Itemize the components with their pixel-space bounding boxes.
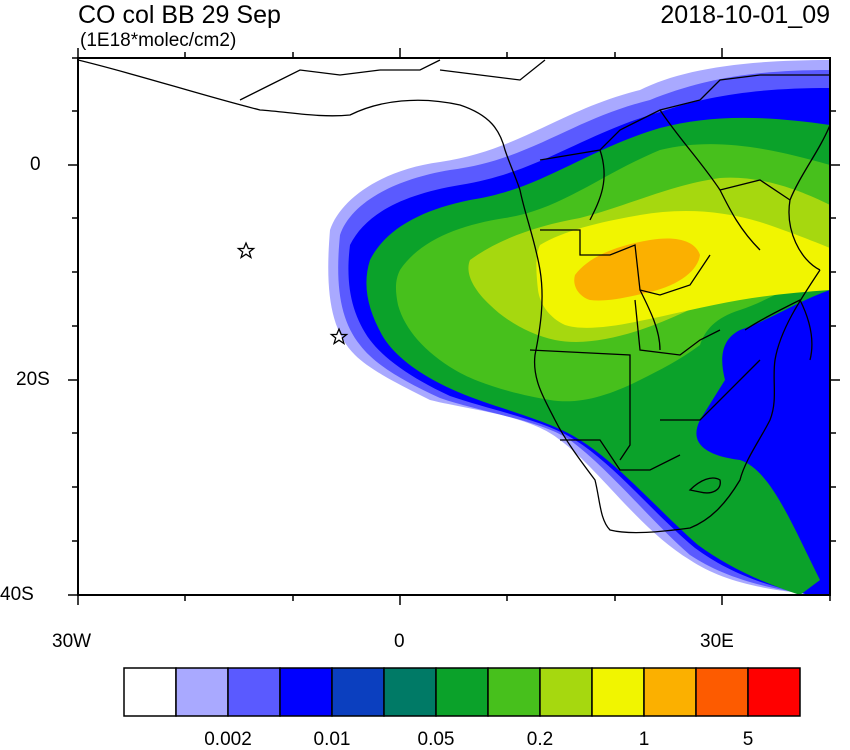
colorbar-tick-label: 5 xyxy=(742,729,754,750)
colorbar-tick-label: 1 xyxy=(638,729,650,750)
lon-label-0: 0 xyxy=(394,631,405,652)
colorbar-swatch xyxy=(591,667,645,717)
border-12 xyxy=(239,69,381,101)
border-3 xyxy=(634,299,721,356)
colorbar-tick-label: 0.05 xyxy=(417,729,455,750)
star-marker-icon xyxy=(329,327,349,346)
border-14 xyxy=(439,59,546,81)
west-africa-coastline xyxy=(78,59,521,191)
border-11 xyxy=(560,439,681,471)
colorbar-swatch xyxy=(123,667,177,717)
border-9 xyxy=(660,359,761,421)
lat-label-40s: 40S xyxy=(0,584,34,605)
co-plume-fill xyxy=(328,60,830,595)
border-5 xyxy=(589,149,605,221)
colorbar-swatch xyxy=(695,667,749,717)
border-10 xyxy=(688,477,721,494)
colorbar-swatch xyxy=(331,667,385,717)
map-title: CO col BB 29 Sep xyxy=(78,1,281,29)
colorbar-swatch xyxy=(435,667,489,717)
colorbar-tick-label: 0.01 xyxy=(313,729,351,750)
colorbar-swatch xyxy=(175,667,229,717)
southwest-africa-coastline xyxy=(519,189,821,534)
border-8 xyxy=(699,74,830,101)
colorbar-swatch xyxy=(383,667,437,717)
colorbar-swatch xyxy=(747,667,801,717)
lon-ticks xyxy=(77,48,831,605)
lon-label-30w: 30W xyxy=(52,631,92,652)
colorbar-swatch xyxy=(227,667,281,717)
colorbar-swatch xyxy=(487,667,541,717)
country-borders xyxy=(78,59,830,534)
border-1 xyxy=(540,229,711,296)
border-7 xyxy=(719,179,791,201)
border-15 xyxy=(744,299,813,361)
colorbar-swatch xyxy=(643,667,697,717)
star-marker-icon xyxy=(236,241,256,260)
border-4 xyxy=(539,99,701,161)
border-6 xyxy=(659,109,761,251)
lat-ticks xyxy=(68,57,840,596)
units-label: (1E18*molec/cm2) xyxy=(80,30,237,51)
colorbar-swatch xyxy=(539,667,593,717)
colorbar xyxy=(123,667,801,717)
colorbar-tick-label: 0.002 xyxy=(204,729,252,750)
valid-time-label: 2018-10-01_09 xyxy=(660,1,830,29)
colorbar-tick-label: 0.2 xyxy=(526,729,554,750)
lon-label-30e: 30E xyxy=(700,631,734,652)
colorbar-swatch xyxy=(279,667,333,717)
lat-label-20s: 20S xyxy=(16,369,50,390)
lat-label-0: 0 xyxy=(30,154,41,175)
border-2 xyxy=(529,349,631,461)
border-13 xyxy=(380,59,441,71)
border-16 xyxy=(639,289,661,351)
